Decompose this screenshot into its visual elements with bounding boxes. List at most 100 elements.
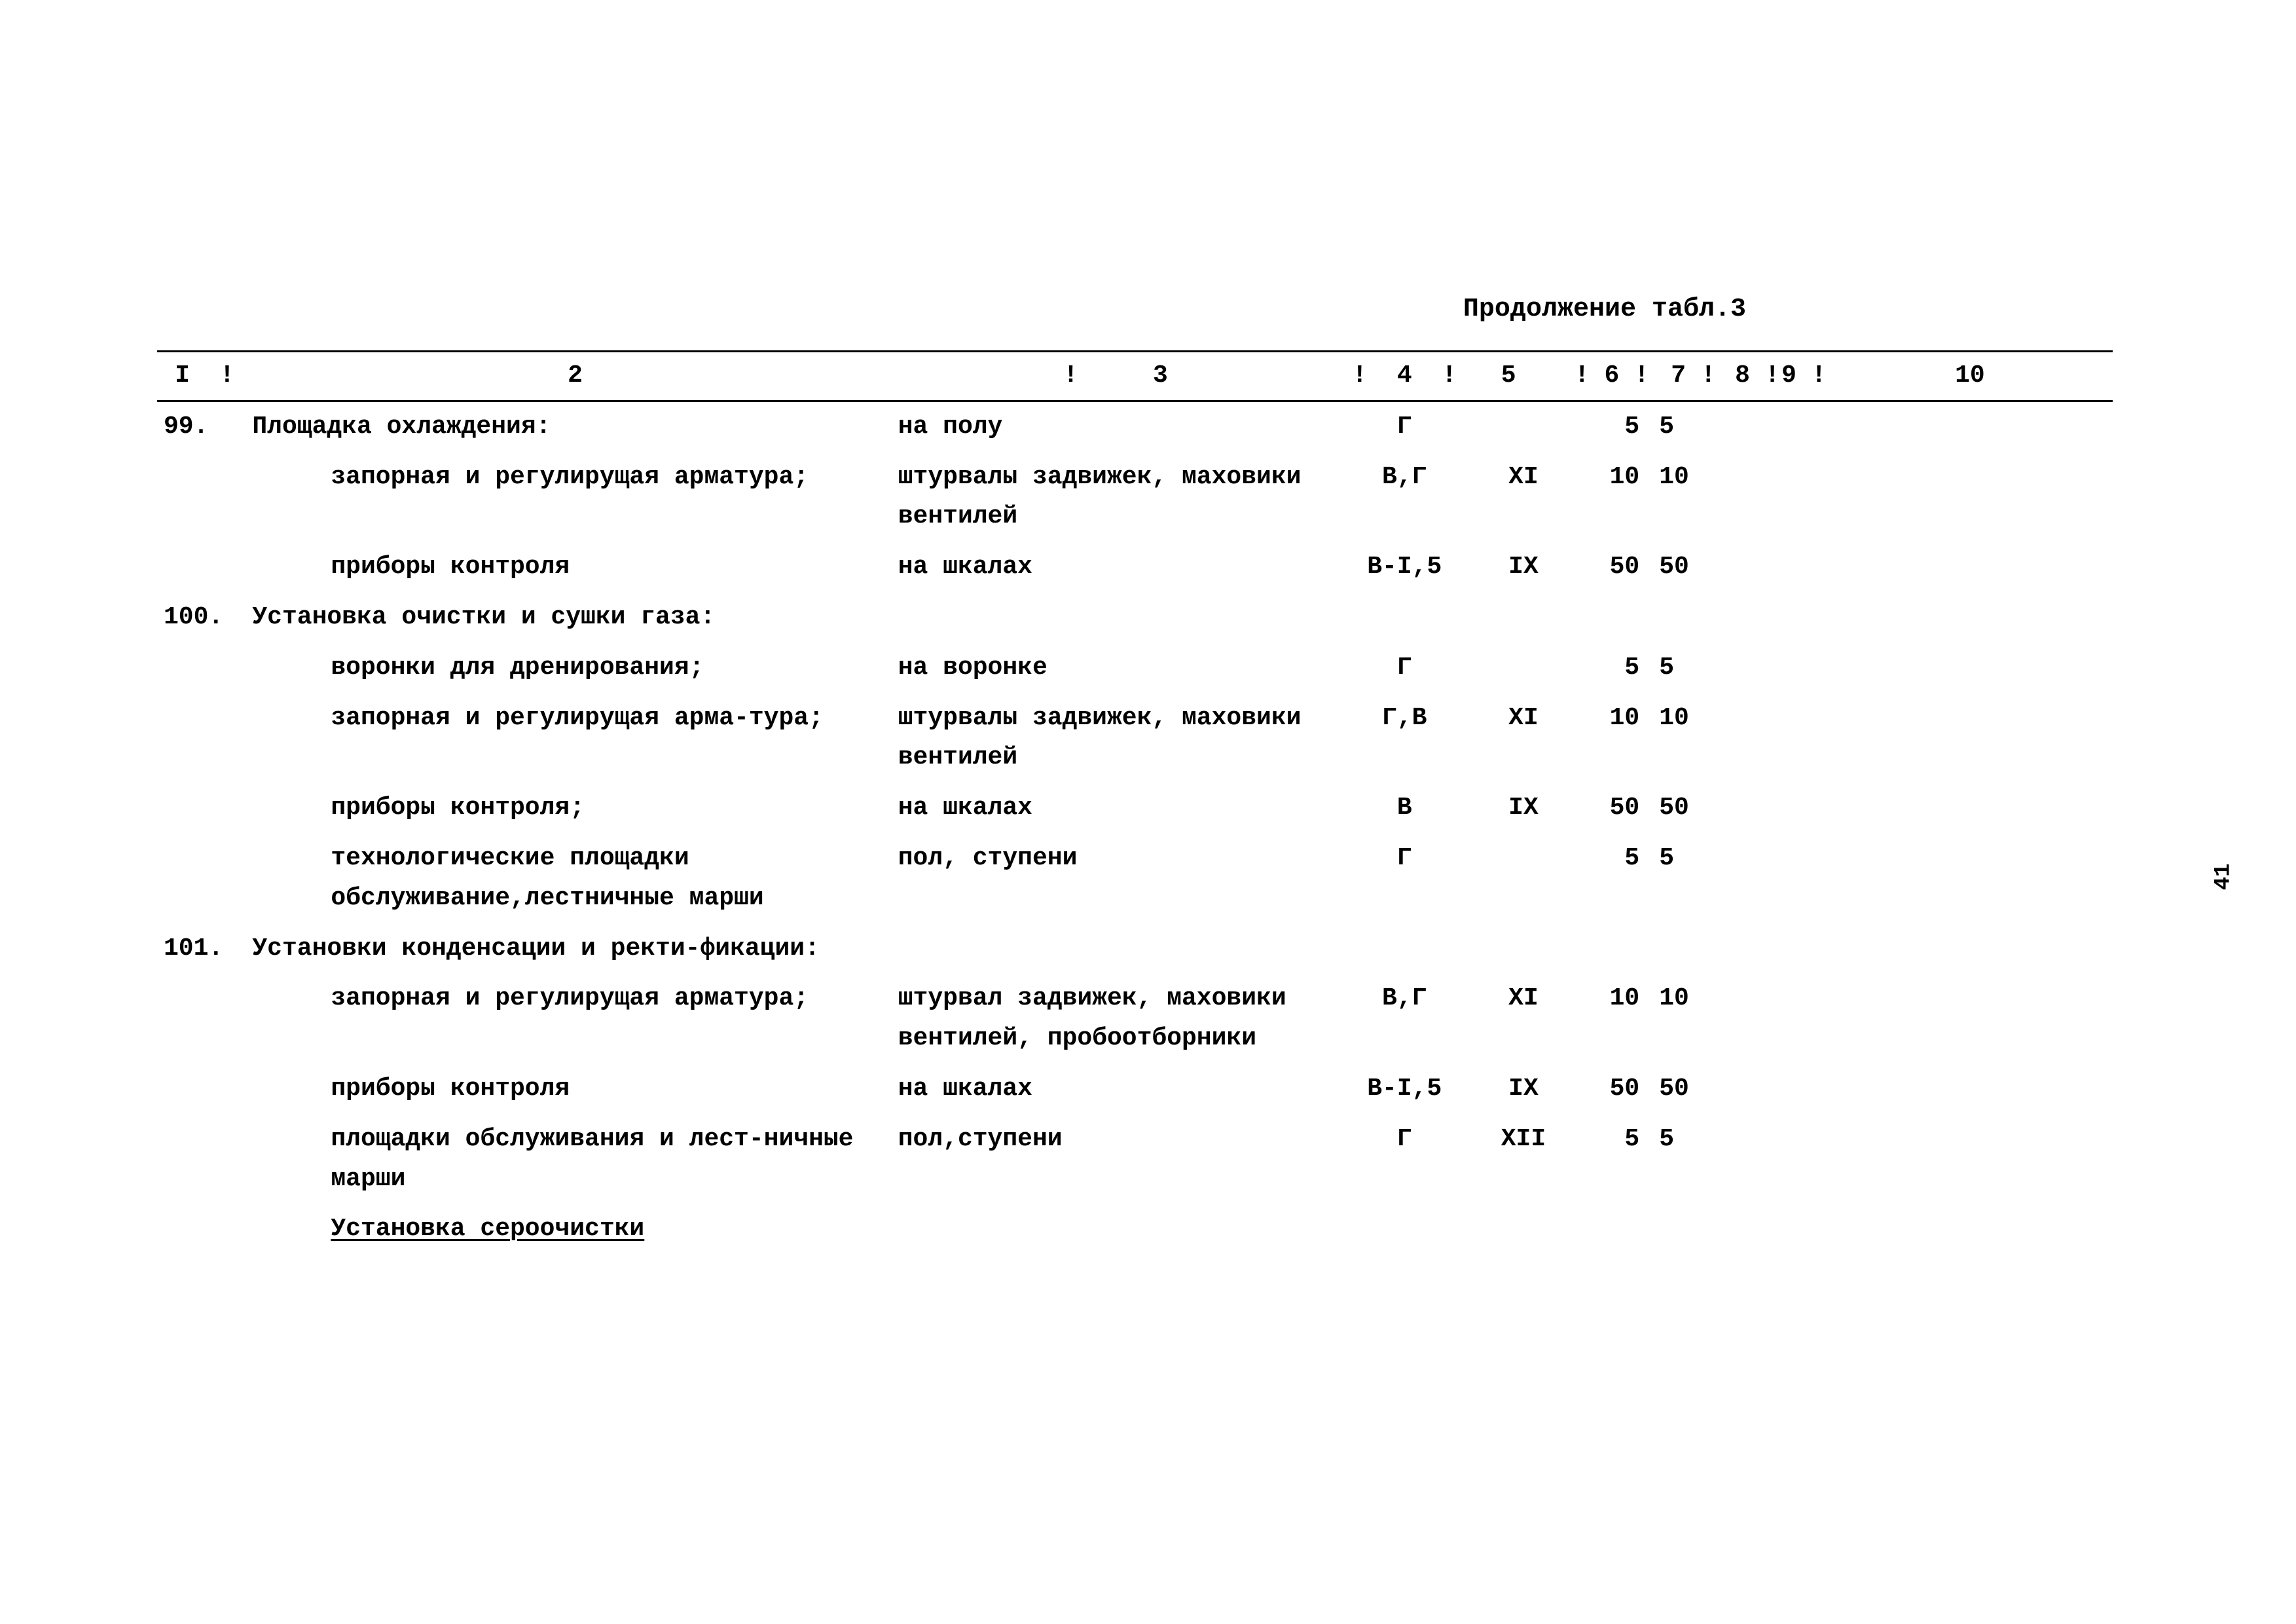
row-number [157,1115,252,1205]
row-description: Установки конденсации и ректи-фикации: [252,924,898,974]
header-col-3: ! 3 [898,352,1334,401]
table-row: 100.Установка очистки и сушки газа: [157,593,2113,643]
row-description: воронки для дренирования; [252,643,898,693]
row-col4: В [1333,783,1476,834]
document-content: Продолжение табл.3 I ! 2 ! 3 ! 4 ! 5 ! 6… [157,295,2113,1255]
row-col9 [1781,924,1827,974]
row-col10 [1827,1204,2113,1255]
row-col7: 10 [1652,693,1734,784]
row-col5: IX [1476,542,1571,593]
table-header-row: I ! 2 ! 3 ! 4 ! 5 ! 6 ! 7 ! 8 ! 9 ! 10 [157,352,2113,401]
page-number: 41 [2212,864,2236,891]
row-col9 [1781,1064,1827,1115]
row-col4: Г [1333,1115,1476,1205]
row-col6 [1571,1204,1653,1255]
row-col8 [1734,1064,1781,1115]
row-number: 100. [157,593,252,643]
row-col6: 50 [1571,783,1653,834]
row-col9 [1781,1115,1827,1205]
header-col-2: 2 [252,352,898,401]
row-description: приборы контроля [252,542,898,593]
table-row: приборы контроляна шкалахВ-I,5IX5050 [157,542,2113,593]
row-col10 [1827,1115,2113,1205]
header-col-6: ! 6 ! [1571,352,1653,401]
header-col-1: I ! [157,352,252,401]
table-row: приборы контроля;на шкалахВIX5050 [157,783,2113,834]
table-caption: Продолжение табл.3 [157,295,2113,324]
row-location: на полу [898,401,1334,452]
table-row: 101.Установки конденсации и ректи-фикаци… [157,924,2113,974]
header-col-5: 5 [1476,352,1571,401]
header-col-8: 8 ! [1734,352,1781,401]
row-number [157,693,252,784]
table-row: приборы контроляна шкалахВ-I,5IX5050 [157,1064,2113,1115]
row-col8 [1734,401,1781,452]
row-col10 [1827,593,2113,643]
row-col4: В-I,5 [1333,542,1476,593]
header-col-9: 9 ! [1781,352,1827,401]
table-row: 99.Площадка охлаждения:на полуГ55 [157,401,2113,452]
header-col-4: ! 4 ! [1333,352,1476,401]
row-col7: 50 [1652,783,1734,834]
row-col6 [1571,924,1653,974]
row-col6: 50 [1571,542,1653,593]
row-col6: 5 [1571,1115,1653,1205]
row-col4: В,Г [1333,452,1476,543]
row-col7: 5 [1652,643,1734,693]
row-col4 [1333,1204,1476,1255]
row-col8 [1734,693,1781,784]
row-location: пол, ступени [898,834,1334,924]
row-col9 [1781,1204,1827,1255]
row-col7 [1652,593,1734,643]
row-col6: 10 [1571,693,1653,784]
row-location [898,924,1334,974]
row-description: запорная и регулирущая арма-тура; [252,693,898,784]
row-col9 [1781,693,1827,784]
row-col10 [1827,1064,2113,1115]
row-number [157,783,252,834]
row-location: штурвалы задвижек, маховики вентилей [898,693,1334,784]
row-col4 [1333,924,1476,974]
row-number [157,452,252,543]
row-number [157,1204,252,1255]
row-col10 [1827,924,2113,974]
row-description: приборы контроля; [252,783,898,834]
row-col10 [1827,834,2113,924]
row-col8 [1734,452,1781,543]
row-col9 [1781,542,1827,593]
row-col8 [1734,593,1781,643]
row-col8 [1734,542,1781,593]
row-number [157,1064,252,1115]
row-col4 [1333,593,1476,643]
row-col10 [1827,693,2113,784]
row-description: запорная и регулирущая арматура; [252,452,898,543]
row-col6: 5 [1571,643,1653,693]
row-description: Площадка охлаждения: [252,401,898,452]
table-row: воронки для дренирования;на воронкеГ55 [157,643,2113,693]
row-col6: 10 [1571,974,1653,1064]
row-col6 [1571,593,1653,643]
row-number [157,834,252,924]
row-col5 [1476,834,1571,924]
row-col5: XI [1476,974,1571,1064]
row-col6: 10 [1571,452,1653,543]
row-col5: IX [1476,783,1571,834]
row-col5 [1476,1204,1571,1255]
row-number: 101. [157,924,252,974]
row-col8 [1734,783,1781,834]
row-location: на шкалах [898,1064,1334,1115]
row-col9 [1781,401,1827,452]
row-description: запорная и регулирущая арматура; [252,974,898,1064]
row-col5 [1476,643,1571,693]
row-col7: 5 [1652,834,1734,924]
row-col9 [1781,593,1827,643]
row-col5: XI [1476,452,1571,543]
row-col10 [1827,783,2113,834]
row-number [157,643,252,693]
row-col7: 5 [1652,401,1734,452]
row-location: пол,ступени [898,1115,1334,1205]
row-col6: 5 [1571,401,1653,452]
row-col8 [1734,974,1781,1064]
row-col5: XI [1476,693,1571,784]
row-col10 [1827,643,2113,693]
